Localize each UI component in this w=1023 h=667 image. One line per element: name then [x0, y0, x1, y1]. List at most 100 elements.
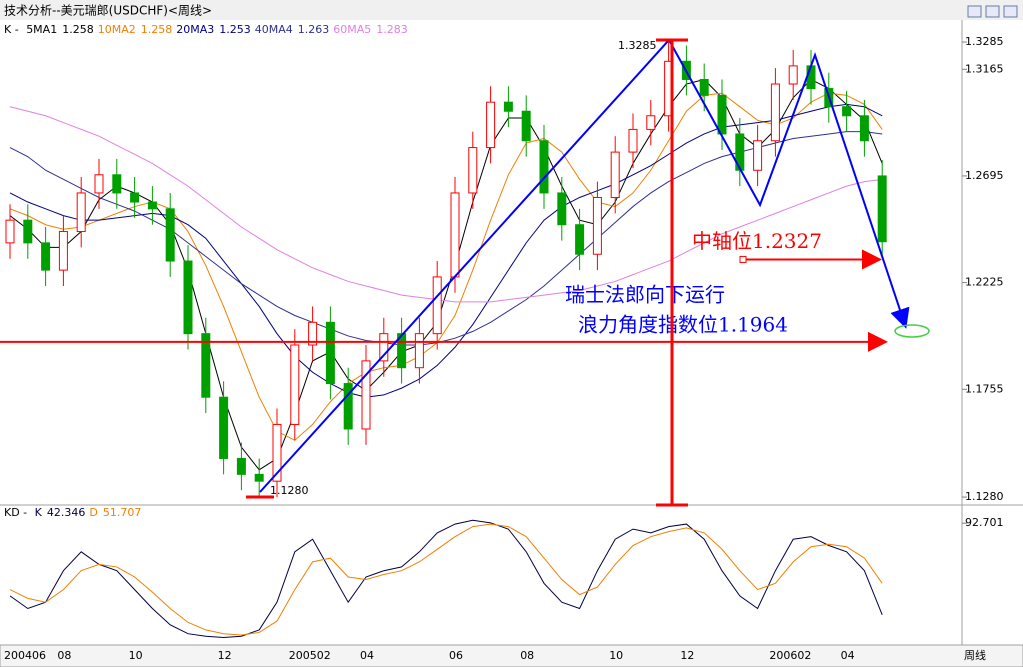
legend: K - 5MA1 1.258 10MA2 1.258 20MA3 1.253 40MA4 1.…	[4, 23, 408, 36]
y-tick-label: 1.1755	[965, 382, 1004, 395]
window-button[interactable]	[967, 5, 982, 18]
legend-prefix: KD -	[4, 506, 31, 519]
x-tick-label: 200406	[4, 649, 46, 662]
candle-body	[770, 83, 780, 142]
legend: KD - K 42.346 D 51.707	[4, 506, 141, 519]
x-tick-label: 10	[129, 649, 143, 662]
candle-body	[254, 473, 264, 482]
candle-body	[717, 94, 727, 135]
candle-body	[147, 201, 157, 210]
candle-body	[575, 224, 585, 255]
window-title: 技术分析--美元瑞郎(USDCHF)<周线>	[4, 4, 212, 18]
candle-body	[432, 276, 442, 335]
x-tick-label: 08	[57, 649, 71, 662]
x-tick-label: 06	[449, 649, 463, 662]
candle-body	[219, 396, 229, 459]
ma-line	[9, 519, 883, 638]
legend-value: 1.258	[141, 23, 173, 36]
candle-body	[557, 192, 567, 226]
legend-name: 60MA5	[333, 23, 371, 36]
candle-body	[272, 423, 282, 482]
legend-value: 1.283	[376, 23, 408, 36]
legend-value: 1.258	[62, 23, 94, 36]
x-tick-label: 10	[609, 649, 623, 662]
candle-body	[23, 219, 33, 244]
candle-body	[592, 196, 602, 255]
legend-value: 1.253	[219, 23, 251, 36]
candle-body	[236, 457, 246, 475]
candle-body	[468, 147, 478, 194]
candle-body	[308, 321, 318, 346]
y-tick-label: 1.3165	[965, 62, 1004, 75]
candle-body	[806, 65, 816, 90]
legend-value: 1.263	[298, 23, 330, 36]
legend-name: 40MA4	[255, 23, 293, 36]
candle-body	[842, 106, 852, 117]
candle-body	[521, 110, 531, 142]
candle-body	[699, 78, 709, 96]
x-tick-label: 04	[841, 649, 855, 662]
candle-body	[165, 208, 175, 262]
x-tick-label: 12	[680, 649, 694, 662]
note: 瑞士法郎向下运行	[565, 282, 725, 306]
candle-body	[379, 333, 389, 362]
legend-name: D	[89, 506, 97, 519]
legend-name: 10MA2	[98, 23, 136, 36]
y-tick-label: 1.3285	[965, 35, 1004, 48]
candle-body	[112, 174, 122, 194]
legend-name: 20MA3	[176, 23, 214, 36]
legend-value: 51.707	[103, 506, 142, 519]
candle-body	[130, 192, 140, 203]
candle-body	[201, 333, 211, 398]
extreme-label: 1.1280	[270, 484, 309, 497]
candle-body	[290, 344, 300, 425]
x-tick-label: 08	[520, 649, 534, 662]
candle-body	[414, 333, 424, 369]
x-axis-label: 周线	[964, 648, 986, 662]
legend-value: 42.346	[47, 506, 86, 519]
candle-body	[450, 192, 460, 278]
candle-body	[877, 175, 887, 243]
level-dot	[739, 255, 747, 263]
candle-body	[859, 115, 869, 142]
candle-body	[183, 260, 193, 335]
candle-body	[397, 333, 407, 369]
y-tick-label: 1.2225	[965, 276, 1004, 289]
x-tick-label: 04	[360, 649, 374, 662]
x-tick-label: 12	[218, 649, 232, 662]
candle-body	[753, 140, 763, 171]
x-tick-label: 200502	[289, 649, 331, 662]
candle-body	[76, 192, 86, 233]
candle-body	[58, 231, 68, 271]
candle-body	[5, 219, 15, 244]
candle-body	[94, 174, 104, 194]
extreme-label: 1.3285	[618, 39, 657, 52]
level-label: 中轴位1.2327	[692, 229, 822, 253]
candle-body	[41, 242, 51, 271]
y-tick-label: 1.1280	[965, 490, 1004, 503]
candle-body	[503, 101, 513, 112]
x-tick-label: 200602	[769, 649, 811, 662]
legend-name: K	[35, 506, 43, 519]
ma-line	[9, 103, 883, 398]
candle-body	[610, 151, 620, 198]
y-tick-label: 92.701	[965, 516, 1004, 529]
legend-prefix: K -	[4, 23, 22, 36]
window-button[interactable]	[1003, 5, 1018, 18]
candle-body	[788, 65, 798, 85]
level-label: 浪力角度指数位1.1964	[578, 312, 788, 336]
y-tick-label: 1.2695	[965, 169, 1004, 182]
trend-line	[259, 38, 910, 493]
legend-name: 5MA1	[26, 23, 57, 36]
candle-body	[361, 360, 371, 430]
window-button[interactable]	[985, 5, 1000, 18]
target-ellipse	[894, 324, 930, 338]
date-axis	[0, 644, 1023, 667]
candle-body	[325, 321, 335, 385]
candle-body	[646, 115, 656, 130]
candle-body	[343, 383, 353, 430]
candle-body	[628, 128, 638, 153]
